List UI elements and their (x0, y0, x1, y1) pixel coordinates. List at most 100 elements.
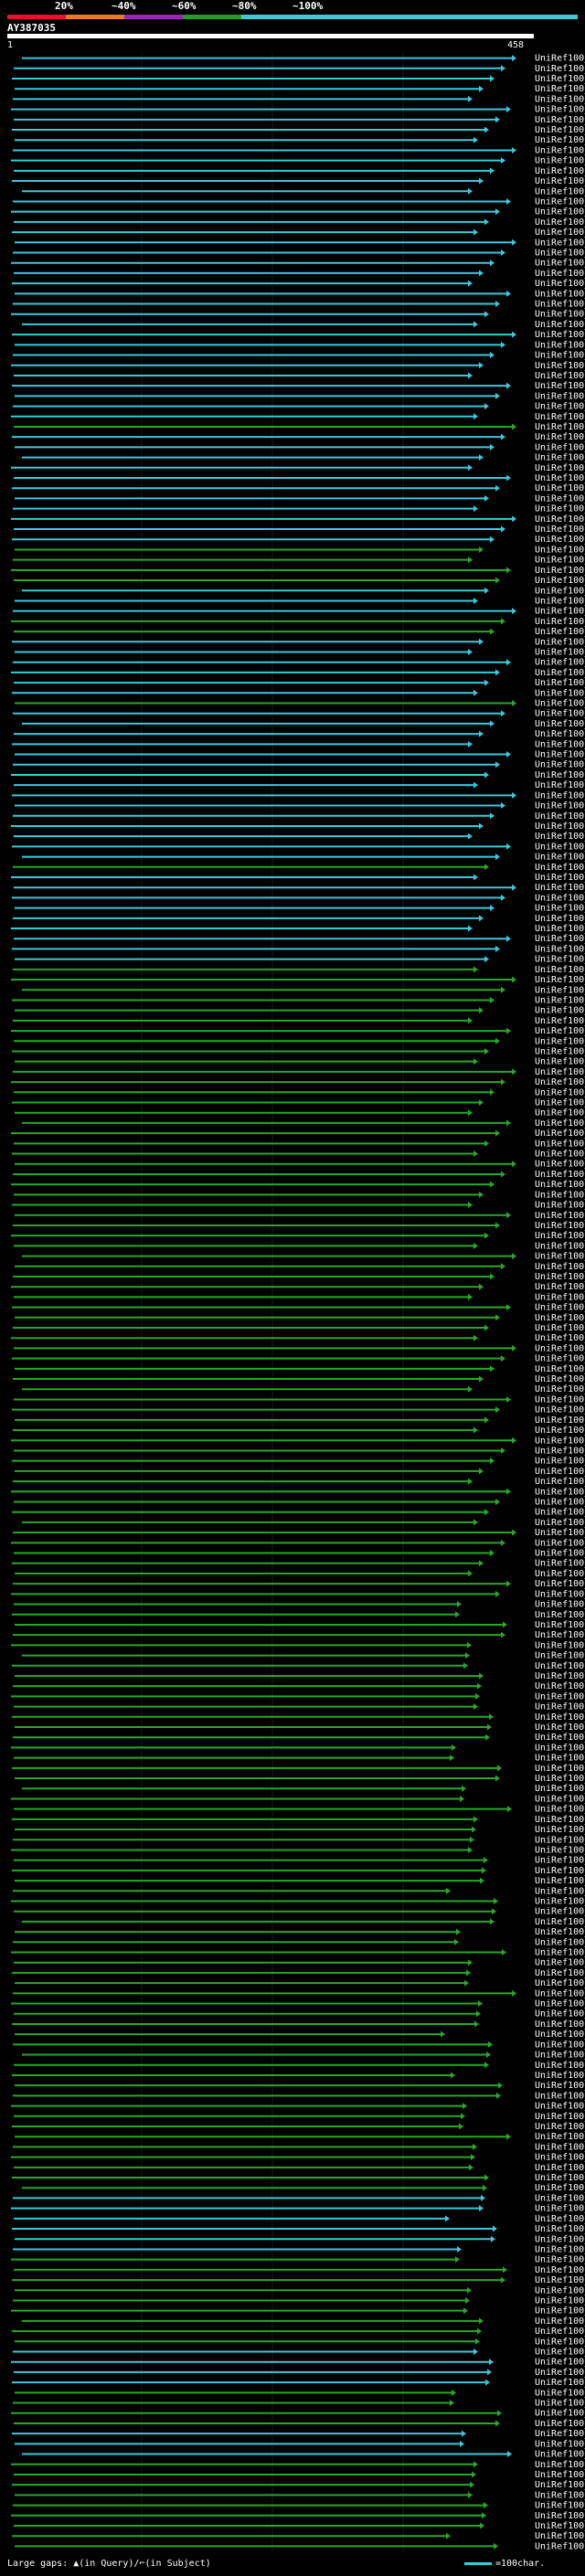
hit-row: UniRef100_C7ZOX4 (11, 1896, 585, 1906)
hit-row: UniRef100_Q9A1G8 (22, 1518, 585, 1528)
hit-label: UniRef100_A3LR81 (535, 2399, 585, 2409)
scale-label-100: ~100% (292, 0, 324, 12)
hit-label: UniRef100_A8NES4 (535, 493, 585, 504)
hit-arrowhead (479, 1099, 484, 1107)
hit-row: UniRef100_Q53QS1 (11, 156, 585, 166)
hit-label: UniRef100_Q4M6B1 (535, 2132, 585, 2142)
hit-label: UniRef100_A6YR13 (535, 1764, 585, 1774)
hit-label: UniRef100_C1BZ73 (535, 525, 585, 535)
hit-row: UniRef100_Q9SPD0 (12, 228, 585, 238)
hit-row: UniRef100_Q23F79 (14, 2163, 585, 2173)
hit-row: UniRef100_UP1000... (13, 1221, 585, 1231)
hit-arrowhead (512, 515, 516, 523)
hit-label: UniRef100_A8UFE0 (535, 453, 585, 463)
hit-label: UniRef100_A9T3L6 (535, 442, 585, 452)
hit-label: UniRef100_A2QX17 (535, 2071, 585, 2081)
hit-row: UniRef100_A4HDR7 (12, 1303, 585, 1313)
hit-label: UniRef100_A7YXF1 (535, 658, 585, 668)
hit-row: UniRef100_Q5R2W4 (12, 1508, 585, 1518)
hit-arrowhead (495, 761, 500, 769)
hit-label: UniRef100_A6YRH8 (535, 1723, 585, 1733)
hit-arrowhead (495, 1037, 500, 1044)
hit-arrowhead (463, 2103, 467, 2110)
hit-arrowhead (512, 1344, 516, 1352)
hit-arrowhead (495, 392, 500, 399)
hit-row: UniRef100_C5DNK0 (11, 2358, 585, 2368)
hit-arrowhead (495, 577, 500, 584)
hit-label: UniRef100_C4JQF6 (535, 2091, 585, 2101)
hit-label: UniRef100_B0Z9M7 (535, 412, 585, 422)
hit-row: UniRef100_UP1000... (13, 2142, 585, 2152)
hit-arrowhead (479, 1375, 484, 1383)
hit-row: UniRef100_A9SIJ8 (15, 135, 585, 145)
hit-row: UniRef100_Q39411 (12, 893, 585, 903)
hit-label: UniRef100_UP1000... (535, 1016, 585, 1026)
hit-arrowhead (476, 2010, 481, 2018)
hit-row: UniRef100_Q0UMS5 (15, 2081, 585, 2091)
hit-label: UniRef100_Q4CDZ8 (535, 1139, 585, 1149)
hit-label: UniRef100_A9SUH7 (535, 115, 585, 125)
legend-swatch (464, 2561, 492, 2565)
hit-label: UniRef100_A0E9S1 (535, 2460, 585, 2470)
hit-arrowhead (445, 2215, 450, 2222)
hit-label: UniRef100_B2VQP9 (535, 2040, 585, 2050)
hit-arrowhead (473, 2461, 478, 2468)
hit-arrowhead (488, 2041, 493, 2048)
hit-arrowhead (472, 2471, 476, 2478)
hit-row: UniRef100_A5E8E5 (13, 709, 585, 719)
hit-row: UniRef100_B6KHG3 (11, 259, 585, 269)
hit-row: UniRef100_A8HM57 (22, 54, 585, 64)
hit-row: UniRef100_Q15E74 (15, 1671, 585, 1681)
hit-row: UniRef100_A1CU11 (11, 1743, 585, 1753)
hit-label: UniRef100_B0YBG7 (535, 1610, 585, 1620)
hit-arrowhead (495, 301, 500, 308)
hit-label: UniRef100_A1DNN6 (535, 1620, 585, 1630)
hit-label: UniRef100_Q4UB53 (535, 1835, 585, 1845)
hit-row: UniRef100_C1GBM4 (11, 1487, 585, 1497)
hit-label: UniRef100_Q53QS1 (535, 156, 585, 166)
hit-arrowhead (461, 2113, 465, 2120)
hit-label: UniRef100_Q2QJN5 (535, 145, 585, 155)
hit-row: UniRef100_A4CWM8 (14, 2470, 585, 2480)
hit-arrowhead (491, 2235, 495, 2242)
hit-row: UniRef100_B5Q065 (15, 1415, 585, 1426)
hit-label: UniRef100_Q6JJ66 (535, 1046, 585, 1056)
hit-label: UniRef100_C1BT30 (535, 1282, 585, 1292)
hit-row: UniRef100_Q9UNX3 (14, 832, 585, 842)
hit-row: UniRef100_B6HJF1 (15, 2388, 585, 2398)
hit-row: UniRef100_C5XDP9 (14, 217, 585, 228)
hit-label: UniRef100_Q2W0U8 (535, 1241, 585, 1251)
hit-label: UniRef100_Q5R2W4 (535, 1508, 585, 1518)
hit-label: UniRef100_Q21016 (535, 1457, 585, 1467)
hit-label: UniRef100_UP1000... (535, 750, 585, 760)
hit-label: UniRef100_A4IHH1 (535, 944, 585, 954)
hit-arrowhead (495, 1222, 500, 1229)
hit-arrowhead (506, 1488, 511, 1495)
hit-arrowhead (479, 454, 484, 461)
hit-arrowhead (490, 167, 495, 175)
legend: Large gaps: ▲(in Query)/⌐(in Subject) =1… (7, 2559, 578, 2569)
hit-label: UniRef100_Q9SPD0 (535, 228, 585, 238)
hit-arrowhead (475, 2337, 480, 2345)
hit-label: UniRef100_Q9WB59 (535, 166, 585, 176)
hit-arrowhead (495, 669, 500, 676)
hit-arrowhead (479, 730, 484, 737)
hit-arrowhead (501, 157, 505, 164)
hit-label: UniRef100_B7FTH9 (535, 2153, 585, 2163)
hit-row: UniRef100_B5DGY7 (15, 647, 585, 657)
hit-row: UniRef100_A8NNM3 (14, 1702, 585, 1712)
hit-arrowhead (479, 638, 484, 645)
hit-arrowhead (467, 1641, 472, 1648)
hit-label: UniRef100_A4R527 (535, 1036, 585, 1046)
hit-arrowhead (484, 494, 489, 502)
hit-row: UniRef100_P51414 (22, 320, 585, 330)
hit-label: UniRef100_A0E113 (535, 2521, 585, 2531)
query-id: AY387035 (7, 22, 56, 34)
hit-row: UniRef100_Q4PM09 (15, 2439, 585, 2449)
hit-label: UniRef100_UP1000... (535, 1180, 585, 1190)
scale-segment-cyan (241, 15, 578, 19)
hit-arrowhead (473, 228, 478, 236)
hit-arrowhead (506, 567, 511, 574)
hit-label: UniRef100_C8CMM7 (535, 2409, 585, 2419)
hit-label: UniRef100_A2TH47 (535, 1784, 585, 1794)
